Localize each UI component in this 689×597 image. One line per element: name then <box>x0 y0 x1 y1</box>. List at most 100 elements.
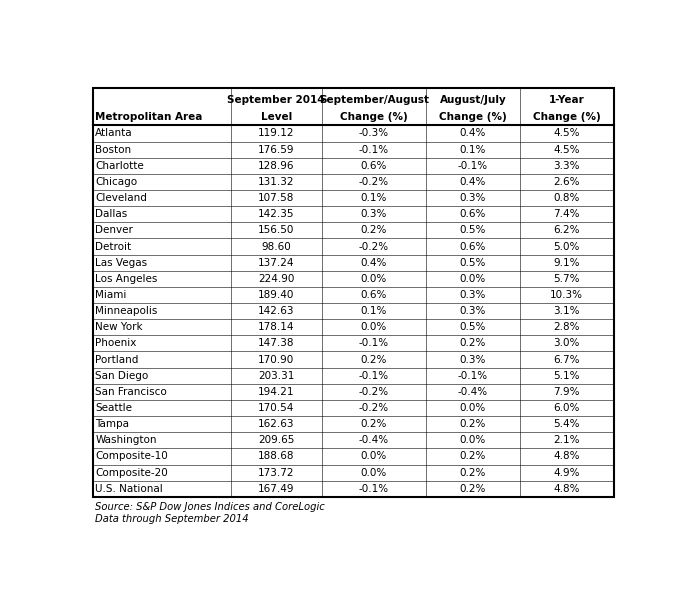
Text: -0.1%: -0.1% <box>359 371 389 381</box>
Text: 209.65: 209.65 <box>258 435 294 445</box>
Text: Dallas: Dallas <box>95 209 127 219</box>
Text: 7.9%: 7.9% <box>553 387 580 397</box>
Text: Metropolitan Area: Metropolitan Area <box>95 112 203 122</box>
Text: 2.6%: 2.6% <box>553 177 580 187</box>
Text: 173.72: 173.72 <box>258 467 294 478</box>
Text: Composite-10: Composite-10 <box>95 451 168 461</box>
Text: 119.12: 119.12 <box>258 128 294 139</box>
Text: -0.4%: -0.4% <box>458 387 488 397</box>
Text: 5.0%: 5.0% <box>553 242 580 251</box>
Text: -0.1%: -0.1% <box>359 338 389 349</box>
Text: 0.2%: 0.2% <box>460 419 486 429</box>
Text: Detroit: Detroit <box>95 242 132 251</box>
Text: 0.1%: 0.1% <box>361 193 387 203</box>
Text: 0.4%: 0.4% <box>460 128 486 139</box>
Text: 176.59: 176.59 <box>258 144 294 155</box>
Text: 4.8%: 4.8% <box>553 484 580 494</box>
Text: 156.50: 156.50 <box>258 225 294 235</box>
Bar <box>92 88 614 497</box>
Text: 0.2%: 0.2% <box>460 338 486 349</box>
Text: 142.35: 142.35 <box>258 209 294 219</box>
Text: Change (%): Change (%) <box>340 112 408 122</box>
Text: 6.7%: 6.7% <box>553 355 580 365</box>
Text: 0.0%: 0.0% <box>460 274 486 284</box>
Text: Atlanta: Atlanta <box>95 128 133 139</box>
Text: 137.24: 137.24 <box>258 258 294 267</box>
Text: -0.4%: -0.4% <box>359 435 389 445</box>
Text: Miami: Miami <box>95 290 127 300</box>
Text: September 2014: September 2014 <box>227 95 325 105</box>
Text: 6.2%: 6.2% <box>553 225 580 235</box>
Text: 9.1%: 9.1% <box>553 258 580 267</box>
Text: Tampa: Tampa <box>95 419 130 429</box>
Text: Level: Level <box>260 112 292 122</box>
Text: Cleveland: Cleveland <box>95 193 147 203</box>
Text: Washington: Washington <box>95 435 156 445</box>
Text: 0.5%: 0.5% <box>460 322 486 333</box>
Text: Portland: Portland <box>95 355 138 365</box>
Text: 0.4%: 0.4% <box>460 177 486 187</box>
Text: 0.2%: 0.2% <box>361 419 387 429</box>
Text: 0.2%: 0.2% <box>460 451 486 461</box>
Text: 0.6%: 0.6% <box>361 161 387 171</box>
Text: Los Angeles: Los Angeles <box>95 274 158 284</box>
Text: Source: S&P Dow Jones Indices and CoreLogic
Data through September 2014: Source: S&P Dow Jones Indices and CoreLo… <box>95 502 325 524</box>
Text: Charlotte: Charlotte <box>95 161 144 171</box>
Text: 0.0%: 0.0% <box>460 403 486 413</box>
Text: 142.63: 142.63 <box>258 306 294 316</box>
Text: 170.90: 170.90 <box>258 355 294 365</box>
Text: 0.3%: 0.3% <box>460 306 486 316</box>
Text: 224.90: 224.90 <box>258 274 294 284</box>
Text: 4.9%: 4.9% <box>553 467 580 478</box>
Text: San Diego: San Diego <box>95 371 148 381</box>
Text: 4.5%: 4.5% <box>553 144 580 155</box>
Text: 0.0%: 0.0% <box>361 322 387 333</box>
Text: 162.63: 162.63 <box>258 419 294 429</box>
Text: 3.1%: 3.1% <box>553 306 580 316</box>
Text: 107.58: 107.58 <box>258 193 294 203</box>
Text: -0.2%: -0.2% <box>359 387 389 397</box>
Text: 3.0%: 3.0% <box>553 338 580 349</box>
Text: Minneapolis: Minneapolis <box>95 306 158 316</box>
Text: 5.7%: 5.7% <box>553 274 580 284</box>
Text: Phoenix: Phoenix <box>95 338 136 349</box>
Text: 2.8%: 2.8% <box>553 322 580 333</box>
Text: 188.68: 188.68 <box>258 451 294 461</box>
Text: 0.2%: 0.2% <box>361 225 387 235</box>
Text: Composite-20: Composite-20 <box>95 467 168 478</box>
Text: 4.8%: 4.8% <box>553 451 580 461</box>
Text: Seattle: Seattle <box>95 403 132 413</box>
Text: 0.1%: 0.1% <box>460 144 486 155</box>
Text: 0.3%: 0.3% <box>460 290 486 300</box>
Text: 0.0%: 0.0% <box>361 451 387 461</box>
Text: 0.0%: 0.0% <box>460 435 486 445</box>
Text: 10.3%: 10.3% <box>551 290 584 300</box>
Text: 0.2%: 0.2% <box>460 467 486 478</box>
Text: 194.21: 194.21 <box>258 387 294 397</box>
Text: Boston: Boston <box>95 144 132 155</box>
Text: 0.2%: 0.2% <box>460 484 486 494</box>
Text: 4.5%: 4.5% <box>553 128 580 139</box>
Text: -0.1%: -0.1% <box>458 161 488 171</box>
Text: 7.4%: 7.4% <box>553 209 580 219</box>
Text: -0.2%: -0.2% <box>359 403 389 413</box>
Text: -0.2%: -0.2% <box>359 242 389 251</box>
Text: Change (%): Change (%) <box>533 112 601 122</box>
Text: 170.54: 170.54 <box>258 403 294 413</box>
Text: 2.1%: 2.1% <box>553 435 580 445</box>
Text: 0.3%: 0.3% <box>460 355 486 365</box>
Text: 189.40: 189.40 <box>258 290 294 300</box>
Text: 5.1%: 5.1% <box>553 371 580 381</box>
Text: 167.49: 167.49 <box>258 484 294 494</box>
Text: 98.60: 98.60 <box>261 242 291 251</box>
Text: 178.14: 178.14 <box>258 322 294 333</box>
Text: August/July: August/July <box>440 95 506 105</box>
Text: 131.32: 131.32 <box>258 177 294 187</box>
Text: 0.6%: 0.6% <box>460 242 486 251</box>
Text: -0.3%: -0.3% <box>359 128 389 139</box>
Text: 0.6%: 0.6% <box>460 209 486 219</box>
Text: -0.1%: -0.1% <box>359 144 389 155</box>
Text: 147.38: 147.38 <box>258 338 294 349</box>
Text: 0.0%: 0.0% <box>361 274 387 284</box>
Text: -0.1%: -0.1% <box>359 484 389 494</box>
